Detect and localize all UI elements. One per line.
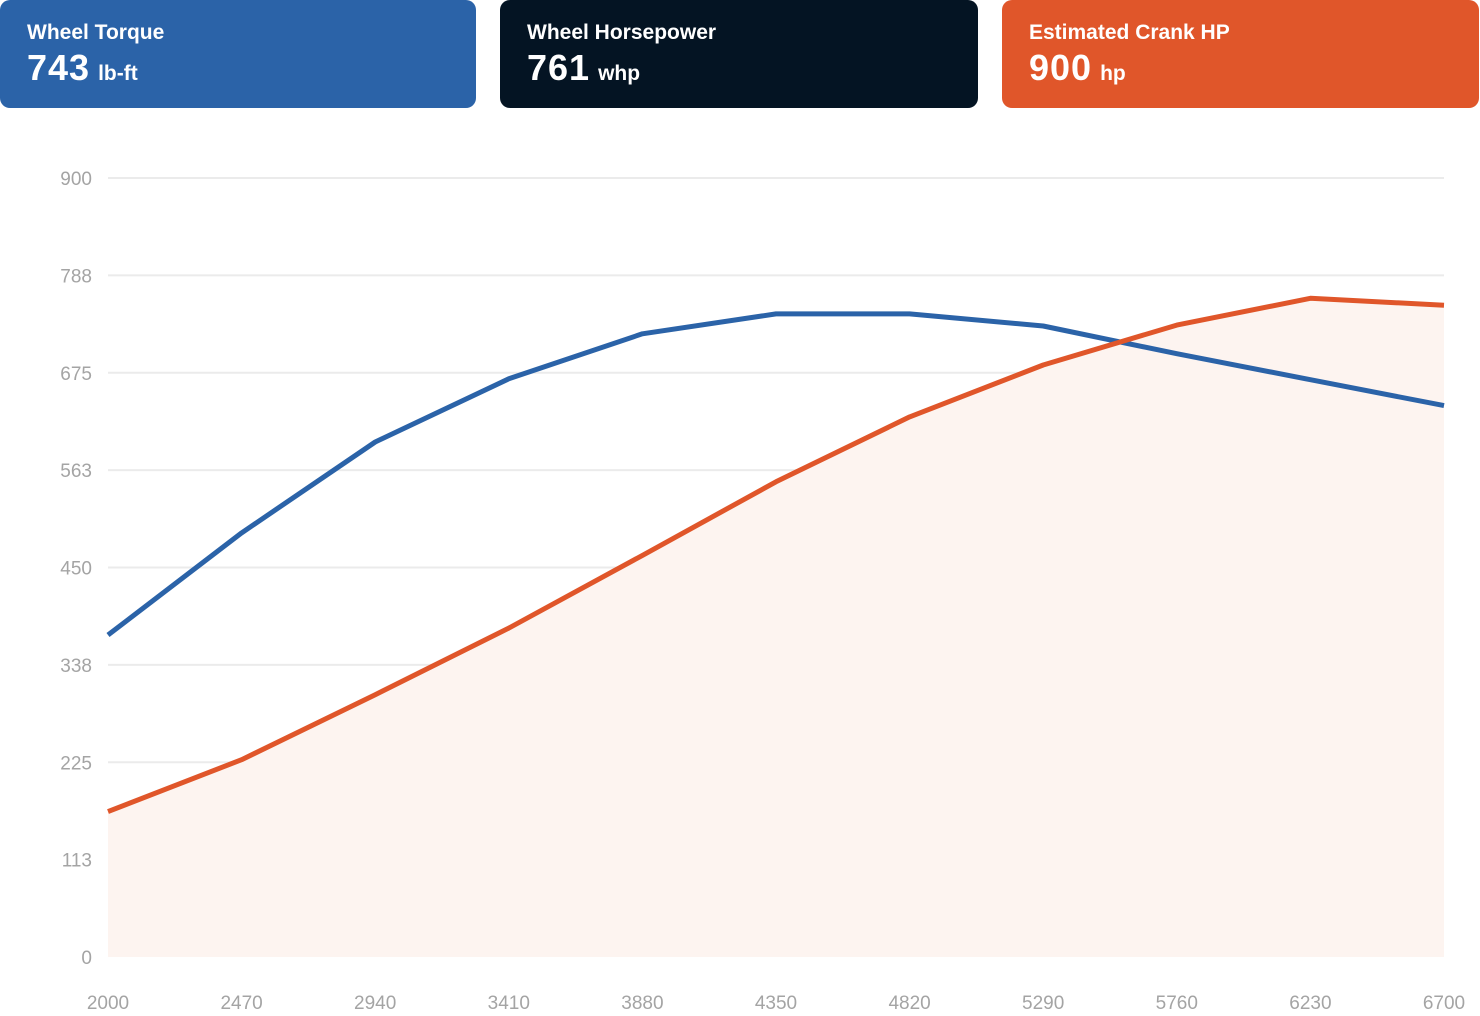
x-tick-label: 3410: [488, 993, 530, 1014]
y-tick-label: 225: [60, 753, 92, 774]
card-value: 761: [527, 47, 591, 88]
x-tick-label: 3880: [621, 993, 663, 1014]
x-tick-label: 2940: [354, 993, 396, 1014]
card-unit: hp: [1100, 62, 1126, 85]
series-lines: [106, 295, 1445, 814]
x-tick-label: 5760: [1156, 993, 1198, 1014]
y-tick-label: 900: [60, 169, 92, 190]
card-value: 743: [27, 47, 91, 88]
x-tick-label: 6700: [1423, 993, 1465, 1014]
x-tick-label: 6230: [1289, 993, 1331, 1014]
card-value: 900: [1029, 47, 1093, 88]
x-tick-label: 2000: [87, 993, 129, 1014]
card-label: Wheel Torque: [27, 21, 165, 44]
y-tick-label: 338: [60, 656, 92, 677]
y-tick-label: 0: [81, 948, 92, 969]
card-value-row: 900 hp: [1029, 48, 1452, 88]
card-label: Wheel Horsepower: [527, 21, 717, 44]
area-fills: [108, 298, 1444, 957]
x-tick-label: 5290: [1022, 993, 1064, 1014]
wheel-horsepower-card: Wheel Horsepower 761 whp: [500, 0, 978, 108]
card-value-row: 761 whp: [527, 48, 951, 88]
estimated-crank-hp-card: Estimated Crank HP 900 hp: [1002, 0, 1479, 108]
horsepower-area: [108, 298, 1444, 957]
card-unit: lb-ft: [98, 62, 138, 85]
y-tick-label: 113: [62, 851, 92, 872]
y-tick-label: 788: [60, 266, 92, 287]
x-tick-label: 4820: [888, 993, 930, 1014]
y-tick-label: 563: [60, 461, 92, 482]
x-tick-label: 2470: [220, 993, 262, 1014]
x-tick-label: 4350: [755, 993, 797, 1014]
card-value-row: 743 lb-ft: [27, 48, 449, 88]
horsepower-line: [107, 295, 1445, 814]
wheel-torque-card: Wheel Torque 743 lb-ft: [0, 0, 476, 108]
card-unit: whp: [598, 62, 641, 85]
y-axis-ticks: 0 113 225 338 450 563 675 788 900: [60, 169, 92, 969]
x-axis-ticks: 2000 2470 2940 3410 3880 4350 4820 5290 5760 6230…: [87, 993, 1465, 1014]
summary-cards: Wheel Torque 743 lb-ft Wheel Horsepower 7…: [0, 0, 1480, 108]
card-label: Estimated Crank HP: [1029, 21, 1230, 44]
y-tick-label: 675: [60, 364, 92, 385]
torque-line: [106, 311, 1445, 637]
y-tick-label: 450: [60, 559, 92, 580]
